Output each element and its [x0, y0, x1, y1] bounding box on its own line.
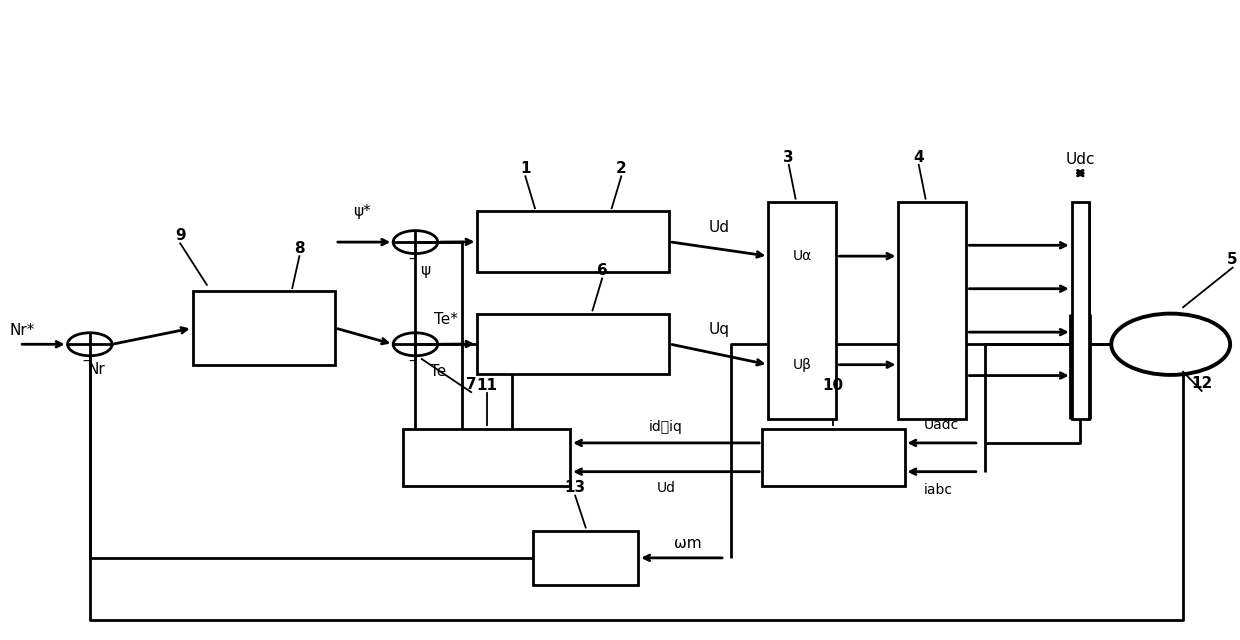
Text: Nr: Nr — [87, 362, 105, 378]
Text: 8: 8 — [294, 241, 305, 256]
Text: Nr*: Nr* — [9, 323, 35, 338]
Text: Uq: Uq — [708, 323, 729, 337]
Text: iabc: iabc — [924, 483, 952, 497]
Text: Ud: Ud — [708, 220, 729, 236]
Bar — [477, 211, 670, 272]
Text: Udc: Udc — [1065, 152, 1095, 166]
Text: 6: 6 — [596, 263, 608, 278]
Text: 12: 12 — [1192, 376, 1213, 391]
Text: 5: 5 — [1228, 252, 1238, 268]
Text: Uα: Uα — [792, 249, 812, 263]
Text: 2: 2 — [616, 161, 626, 176]
Text: 9: 9 — [175, 228, 186, 243]
Text: 4: 4 — [914, 150, 924, 164]
Text: 11: 11 — [476, 378, 497, 393]
Text: Te: Te — [429, 364, 446, 379]
Bar — [1071, 202, 1089, 419]
Text: ψ*: ψ* — [353, 204, 371, 219]
Text: Ud: Ud — [657, 481, 676, 495]
Text: ψ: ψ — [420, 263, 430, 278]
Bar — [403, 429, 570, 486]
Text: –: – — [408, 355, 415, 369]
Text: Uβ: Uβ — [792, 358, 812, 372]
Text: Uadc: Uadc — [924, 418, 960, 432]
Text: 1: 1 — [520, 161, 531, 176]
Text: –: – — [408, 253, 415, 267]
Text: 13: 13 — [564, 481, 585, 495]
Bar — [898, 202, 966, 419]
Bar — [769, 202, 837, 419]
Text: 3: 3 — [784, 150, 794, 164]
Bar — [763, 429, 904, 486]
Text: –: – — [83, 355, 89, 369]
Text: 10: 10 — [823, 378, 844, 393]
Text: Te*: Te* — [434, 312, 459, 328]
Text: 7: 7 — [466, 377, 476, 392]
Bar — [533, 531, 639, 585]
Bar — [477, 314, 670, 374]
Text: ωm: ωm — [675, 536, 702, 551]
Bar — [192, 291, 335, 365]
Text: id、iq: id、iq — [650, 420, 683, 434]
